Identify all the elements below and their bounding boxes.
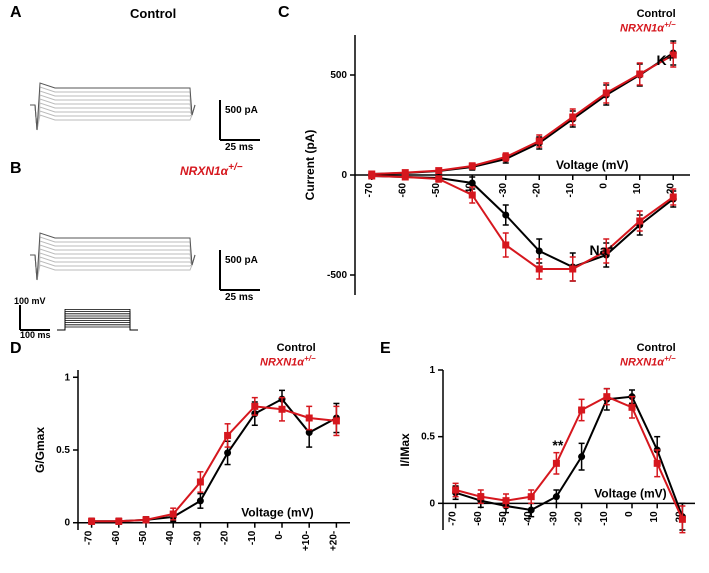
panel-a-title: Control bbox=[130, 6, 176, 21]
svg-text:0: 0 bbox=[64, 518, 70, 529]
svg-text:0: 0 bbox=[624, 511, 635, 517]
svg-text:-10: -10 bbox=[599, 511, 610, 526]
svg-text:Na⁺: Na⁺ bbox=[590, 242, 615, 258]
svg-text:-70: -70 bbox=[364, 183, 375, 198]
svg-text:0: 0 bbox=[429, 498, 435, 509]
svg-text:-500: -500 bbox=[327, 270, 347, 281]
panel-label-c: C bbox=[278, 4, 290, 22]
svg-text:-70: -70 bbox=[448, 511, 459, 526]
svg-text:-60: -60 bbox=[397, 183, 408, 198]
svg-text:K⁺: K⁺ bbox=[657, 52, 675, 68]
scalebar-b-ms: 25 ms bbox=[225, 292, 253, 303]
svg-text:-10: -10 bbox=[565, 183, 576, 198]
svg-text:-30: -30 bbox=[498, 183, 509, 198]
svg-text:1: 1 bbox=[429, 365, 435, 376]
svg-text:I/IMax: I/IMax bbox=[398, 433, 412, 467]
stim-ms-label: 100 ms bbox=[20, 330, 51, 340]
panel-label-d: D bbox=[10, 340, 22, 358]
svg-text:-20: -20 bbox=[220, 530, 231, 545]
svg-text:0.5: 0.5 bbox=[56, 445, 70, 456]
svg-text:-50: -50 bbox=[431, 183, 442, 198]
svg-text:+20-: +20- bbox=[328, 531, 339, 551]
svg-text:-20: -20 bbox=[574, 511, 585, 526]
svg-text:0-: 0- bbox=[274, 531, 285, 540]
svg-text:G/Gmax: G/Gmax bbox=[33, 427, 47, 473]
svg-text:0.5: 0.5 bbox=[421, 432, 435, 443]
svg-text:Voltage (mV): Voltage (mV) bbox=[241, 506, 313, 520]
scalebar-a-pa: 500 pA bbox=[225, 105, 258, 116]
panel-label-e: E bbox=[380, 340, 391, 358]
panel-e-chart: 00.51-70-60-50-40-30-20-1001020I/IMaxVol… bbox=[395, 360, 705, 565]
scalebar-b-pa: 500 pA bbox=[225, 255, 258, 266]
svg-text:-60: -60 bbox=[111, 530, 122, 545]
panel-d-chart: 0 0.5 1 -70 -60 -50 -40 -30 -20 -10 0- +10- +20- G/Gm… bbox=[30, 360, 360, 565]
svg-text:Voltage (mV): Voltage (mV) bbox=[556, 158, 628, 172]
legend-control: Control bbox=[620, 8, 676, 20]
svg-text:-30: -30 bbox=[548, 511, 559, 526]
svg-text:-40: -40 bbox=[165, 530, 176, 545]
panel-b-traces bbox=[20, 180, 270, 300]
stim-mv-label: 100 mV bbox=[14, 296, 46, 306]
panel-label-b: B bbox=[10, 160, 22, 178]
svg-text:-10: -10 bbox=[247, 530, 258, 545]
panel-b-title: NRXN1α+/− bbox=[180, 162, 243, 178]
svg-text:Voltage (mV): Voltage (mV) bbox=[594, 486, 666, 500]
svg-text:0: 0 bbox=[598, 183, 609, 189]
svg-text:500: 500 bbox=[330, 70, 347, 81]
legend-e-control: Control bbox=[620, 342, 676, 354]
svg-text:-30: -30 bbox=[192, 530, 203, 545]
panel-label-a: A bbox=[10, 4, 22, 22]
panel-c-chart: -5000500-70-60-50-40-30-20-1001020Curren… bbox=[300, 25, 700, 325]
svg-text:-20: -20 bbox=[531, 183, 542, 198]
svg-text:+10-: +10- bbox=[301, 531, 312, 551]
svg-text:Current (pA): Current (pA) bbox=[303, 130, 317, 201]
legend-d-control: Control bbox=[260, 342, 316, 354]
svg-text:1: 1 bbox=[64, 372, 70, 383]
svg-text:10: 10 bbox=[632, 183, 643, 195]
svg-text:10: 10 bbox=[649, 511, 660, 523]
scalebar-a-ms: 25 ms bbox=[225, 142, 253, 153]
svg-text:-50: -50 bbox=[138, 530, 149, 545]
panel-a-traces bbox=[20, 30, 270, 150]
svg-text:-60: -60 bbox=[473, 511, 484, 526]
svg-text:**: ** bbox=[552, 437, 563, 453]
svg-text:0: 0 bbox=[341, 170, 347, 181]
svg-text:-70: -70 bbox=[84, 530, 95, 545]
